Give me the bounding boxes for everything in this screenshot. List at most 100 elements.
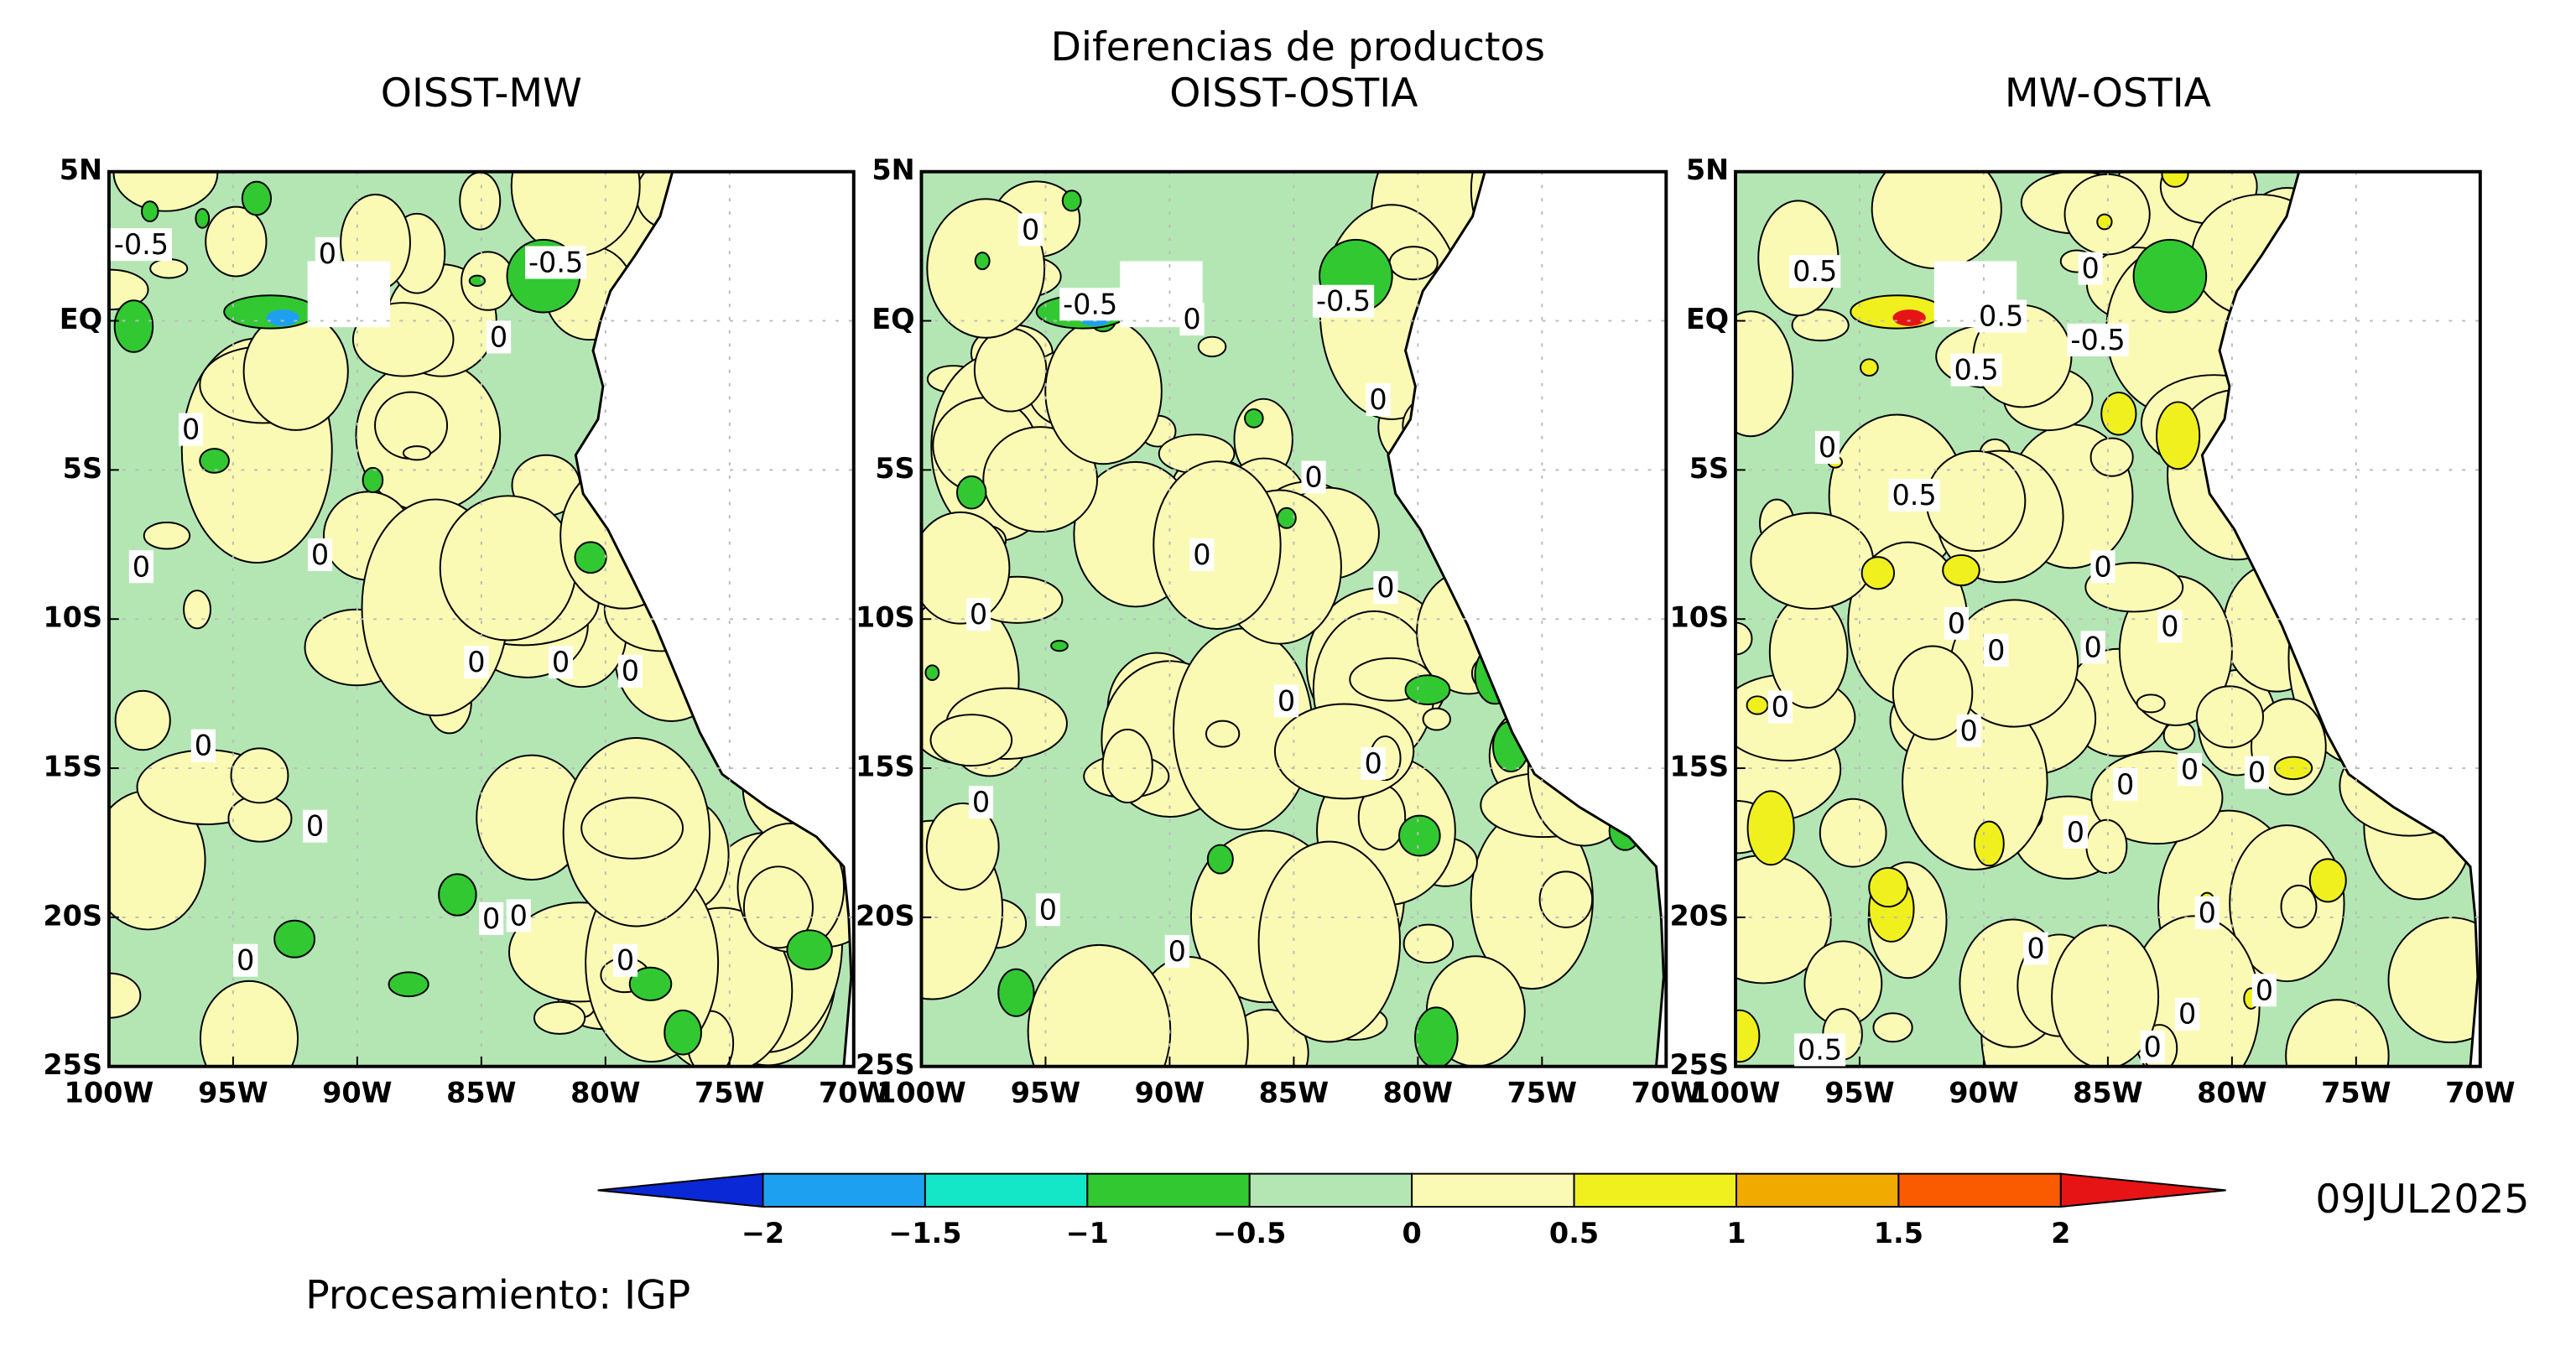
colorbar-end <box>2059 1172 2226 1208</box>
contour-label-bg <box>1944 606 1969 640</box>
anomaly-patch <box>242 311 349 431</box>
contour-label-bg <box>307 538 333 572</box>
contour-label: 0 <box>182 413 200 446</box>
contour-label: 0 <box>1364 747 1382 780</box>
y-tick-label: 15S <box>43 751 102 783</box>
contour-label: 0 <box>311 538 329 571</box>
anomaly-patch <box>1050 639 1069 652</box>
contour-label-bg <box>464 646 489 679</box>
y-tick-label: 10S <box>856 601 915 634</box>
field <box>108 171 854 1067</box>
anomaly-patch <box>1244 408 1264 429</box>
y-tick-label: 20S <box>43 899 102 932</box>
colorbar-box <box>1411 1172 1575 1208</box>
contour-label-bg <box>479 901 504 935</box>
anomaly-patch <box>2132 238 2208 314</box>
contour-label: -0.5 <box>528 246 583 278</box>
x-tick-label: 100W <box>65 1077 154 1109</box>
contour-label: 0 <box>1948 607 1965 640</box>
colorbar-box <box>1248 1172 1413 1208</box>
anomaly-patch <box>2089 437 2134 477</box>
anomaly-patch <box>2136 694 2166 714</box>
contour-label: 0 <box>2116 768 2134 801</box>
contour-label: 0 <box>1376 571 1394 604</box>
anomaly-patch <box>1868 866 1908 908</box>
contour-label: 0 <box>2027 933 2044 965</box>
contour-label: -0.5 <box>1316 285 1371 318</box>
contour-label-bg <box>525 246 587 279</box>
anomaly-patch <box>1404 674 1451 705</box>
x-tick-label: 90W <box>1135 1077 1205 1109</box>
contour-label: 0.5 <box>1954 354 1998 387</box>
anomaly-patch <box>574 541 607 574</box>
anomaly-patch <box>1746 790 1795 866</box>
colorbar-label: 2 <box>2051 1217 2070 1249</box>
x-tick-label: 90W <box>322 1077 392 1109</box>
contour-label-bg <box>1189 538 1215 572</box>
anomaly-patch <box>2161 171 2189 188</box>
anomaly-patch <box>459 171 502 231</box>
contour-label: 0 <box>1193 538 1210 571</box>
contour-label-bg <box>1888 478 1940 512</box>
contour-label: 0 <box>1369 383 1387 416</box>
anomaly-patch <box>921 511 1011 625</box>
anomaly-patch <box>241 180 273 216</box>
anomaly-patch <box>1871 171 2002 270</box>
contour-label: 0 <box>1183 303 1200 335</box>
contour-label: -0.5 <box>114 228 169 261</box>
map-panel <box>1734 169 2482 1068</box>
colorbar-box <box>762 1172 926 1208</box>
anomaly-patch <box>1973 820 2005 867</box>
contour-label-bg <box>1767 690 1793 724</box>
contour-label: 0 <box>2067 816 2084 849</box>
y-tick-label: 5S <box>1689 452 1729 485</box>
contour-label-bg <box>1789 255 1841 288</box>
contour-label: 0 <box>319 237 336 270</box>
anomaly-patch <box>2100 392 2137 436</box>
anomaly-patch <box>2195 685 2264 749</box>
contour-label-bg <box>2140 1030 2165 1063</box>
figure-title: Diferencias de productos <box>1051 24 1545 70</box>
contour-label-bg <box>2157 610 2183 643</box>
colorbar-box <box>924 1172 1089 1208</box>
colorbar-label: 1.5 <box>1874 1217 1923 1249</box>
contour-label: 0.5 <box>1798 1033 1842 1066</box>
contour-label-bg <box>548 646 574 679</box>
contour-label-bg <box>1059 288 1121 321</box>
x-tick-label: 75W <box>695 1077 764 1109</box>
contour-label-bg <box>612 943 638 977</box>
anomaly-patch <box>266 309 299 326</box>
anomaly-patch <box>2085 818 2128 875</box>
contour-label-bg <box>2175 997 2200 1031</box>
anomaly-patch <box>2051 924 2160 1067</box>
contour-label: 0 <box>2094 550 2111 583</box>
anomaly-patch <box>974 252 991 271</box>
y-tick-label: 5N <box>872 153 914 186</box>
x-tick-label: 80W <box>2197 1077 2266 1109</box>
anomaly-patch <box>1398 814 1441 857</box>
land <box>575 171 854 1067</box>
anomaly-patch <box>362 466 384 494</box>
contour-label: 0.5 <box>1979 300 2023 333</box>
y-tick-label: 10S <box>43 601 102 634</box>
colorbar-label: −1.5 <box>888 1217 961 1249</box>
anomaly-patch <box>1044 317 1163 465</box>
contour-label-bg <box>2067 323 2129 356</box>
contour-label: 0 <box>1278 684 1295 717</box>
anomaly-patch <box>580 797 684 860</box>
contour-label-bg <box>1975 299 2027 333</box>
colorbar-box <box>1573 1172 1737 1208</box>
contour-label-bg <box>486 320 512 354</box>
contour-label: 0 <box>467 646 485 678</box>
x-tick-label: 85W <box>1259 1077 1329 1109</box>
anomaly-patch <box>1942 553 1980 587</box>
contour-label-bg <box>1950 353 2002 387</box>
contour-label-bg <box>968 786 994 819</box>
contour-label: 0 <box>2248 756 2266 789</box>
contour-label-bg <box>1794 1033 1846 1067</box>
anomaly-patch <box>113 299 154 353</box>
anomaly-patch <box>468 274 487 288</box>
contour-label: 0 <box>2199 896 2216 929</box>
panel-frame <box>1734 169 2482 1068</box>
